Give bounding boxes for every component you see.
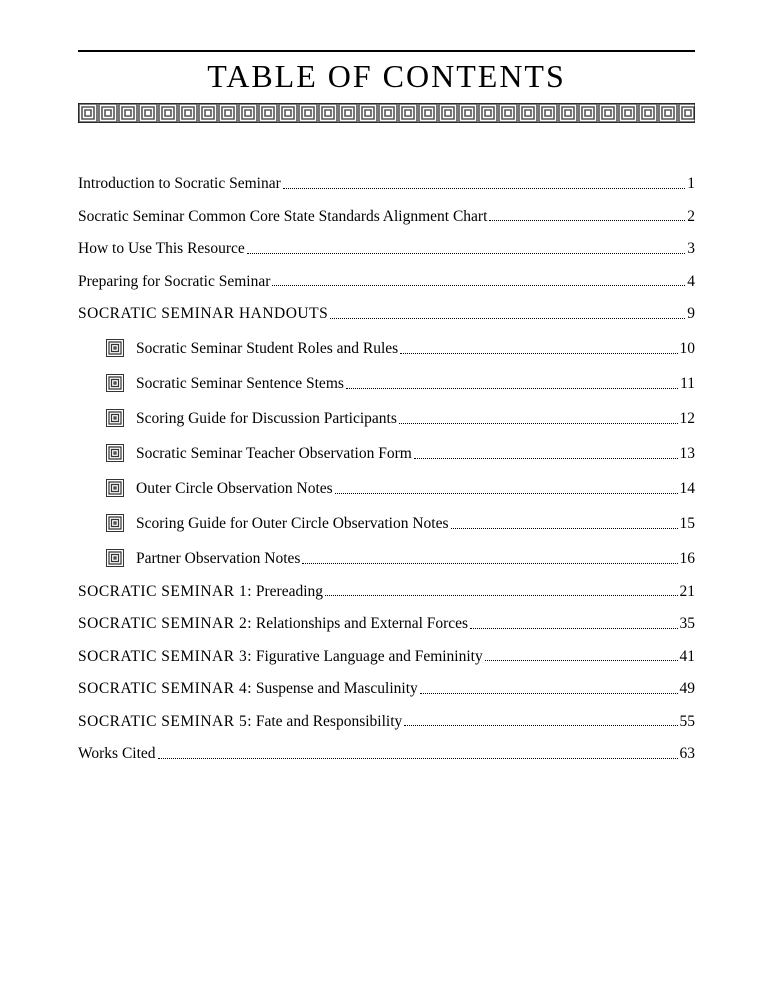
toc-entry-label: Socratic Seminar Student Roles and Rules [136,341,398,357]
toc-entry: SOCRATIC SEMINAR 4: Suspense and Masculi… [78,681,695,697]
toc-entry-label: Socratic Seminar Teacher Observation For… [136,446,412,462]
toc-entry-label: SOCRATIC SEMINAR 2: Relationships and Ex… [78,616,468,632]
toc-leader-dots [400,353,677,354]
toc-entry-label: Scoring Guide for Discussion Participant… [136,411,397,427]
toc-entry-page: 14 [680,481,696,497]
toc-entry-page: 12 [680,411,696,427]
toc-entry: How to Use This Resource 3 [78,241,695,257]
toc-entry-page: 55 [680,714,696,730]
toc-leader-dots [302,563,677,564]
toc-entry-label: Preparing for Socratic Seminar [78,274,270,290]
toc-entry: Preparing for Socratic Seminar 4 [78,274,695,290]
toc-entry-page: 16 [680,551,696,567]
toc-leader-dots [470,628,677,629]
toc-leader-dots [420,693,678,694]
toc-entry-page: 3 [687,241,695,257]
toc-entry-page: 35 [680,616,696,632]
toc-entry-label: Partner Observation Notes [136,551,300,567]
toc-leader-dots [414,458,678,459]
greek-key-bullet-icon [106,549,124,567]
toc-entry-label: Outer Circle Observation Notes [136,481,333,497]
toc-entry: Introduction to Socratic Seminar 1 [78,176,695,192]
toc-entry: Scoring Guide for Outer Circle Observati… [78,514,695,532]
toc-leader-dots [404,725,677,726]
toc-entry-page: 15 [680,516,696,532]
toc-entry-label: SOCRATIC SEMINAR 3: Figurative Language … [78,649,483,665]
toc-entry-page: 4 [687,274,695,290]
table-of-contents: Introduction to Socratic Seminar 1 Socrati… [78,176,695,762]
toc-leader-dots [489,220,685,221]
toc-entry-page: 2 [687,209,695,225]
toc-leader-dots [485,660,678,661]
toc-entry-label: SOCRATIC SEMINAR 4: Suspense and Masculi… [78,681,418,697]
toc-leader-dots [272,285,685,286]
toc-entry: SOCRATIC SEMINAR 1: Prereading 21 [78,584,695,600]
greek-key-bullet-icon [106,409,124,427]
toc-entry: Partner Observation Notes 16 [78,549,695,567]
greek-key-ornament [78,103,695,123]
toc-leader-dots [283,188,686,189]
toc-entry: SOCRATIC SEMINAR 3: Figurative Language … [78,649,695,665]
toc-entry: Scoring Guide for Discussion Participant… [78,409,695,427]
greek-key-bullet-icon [106,444,124,462]
rule-top [78,50,695,52]
page-title: TABLE OF CONTENTS [78,58,695,95]
toc-entry: Socratic Seminar Teacher Observation For… [78,444,695,462]
toc-entry-page: 63 [680,746,696,762]
toc-leader-dots [399,423,678,424]
toc-leader-dots [330,318,685,319]
toc-entry-page: 1 [687,176,695,192]
toc-entry-page: 13 [680,446,696,462]
toc-entry-label: SOCRATIC SEMINAR 5: Fate and Responsibil… [78,714,402,730]
toc-entry: Socratic Seminar Common Core State Stand… [78,209,695,225]
toc-entry: SOCRATIC SEMINAR HANDOUTS 9 [78,306,695,322]
toc-entry-label: Socratic Seminar Sentence Stems [136,376,344,392]
greek-key-bullet-icon [106,339,124,357]
toc-entry-label: How to Use This Resource [78,241,245,257]
toc-entry-label: SOCRATIC SEMINAR HANDOUTS [78,306,328,322]
toc-entry-page: 21 [680,584,696,600]
toc-entry-label: Socratic Seminar Common Core State Stand… [78,209,487,225]
toc-leader-dots [158,758,678,759]
greek-key-bullet-icon [106,514,124,532]
toc-entry-page: 49 [680,681,696,697]
toc-entry: SOCRATIC SEMINAR 2: Relationships and Ex… [78,616,695,632]
toc-entry: Socratic Seminar Student Roles and Rules… [78,339,695,357]
toc-entry: Works Cited 63 [78,746,695,762]
toc-entry-page: 41 [680,649,696,665]
toc-leader-dots [247,253,686,254]
toc-leader-dots [335,493,678,494]
toc-entry-page: 11 [680,376,695,392]
toc-entry: Outer Circle Observation Notes 14 [78,479,695,497]
toc-entry-page: 10 [680,341,696,357]
toc-entry-label: Introduction to Socratic Seminar [78,176,281,192]
toc-entry-label: SOCRATIC SEMINAR 1: Prereading [78,584,323,600]
toc-entry-label: Scoring Guide for Outer Circle Observati… [136,516,449,532]
toc-entry: SOCRATIC SEMINAR 5: Fate and Responsibil… [78,714,695,730]
toc-leader-dots [325,595,677,596]
toc-leader-dots [346,388,678,389]
greek-key-bullet-icon [106,374,124,392]
toc-entry-page: 9 [687,306,695,322]
toc-entry-label: Works Cited [78,746,156,762]
greek-key-bullet-icon [106,479,124,497]
title-block: TABLE OF CONTENTS [78,50,695,128]
toc-entry: Socratic Seminar Sentence Stems 11 [78,374,695,392]
toc-leader-dots [451,528,678,529]
